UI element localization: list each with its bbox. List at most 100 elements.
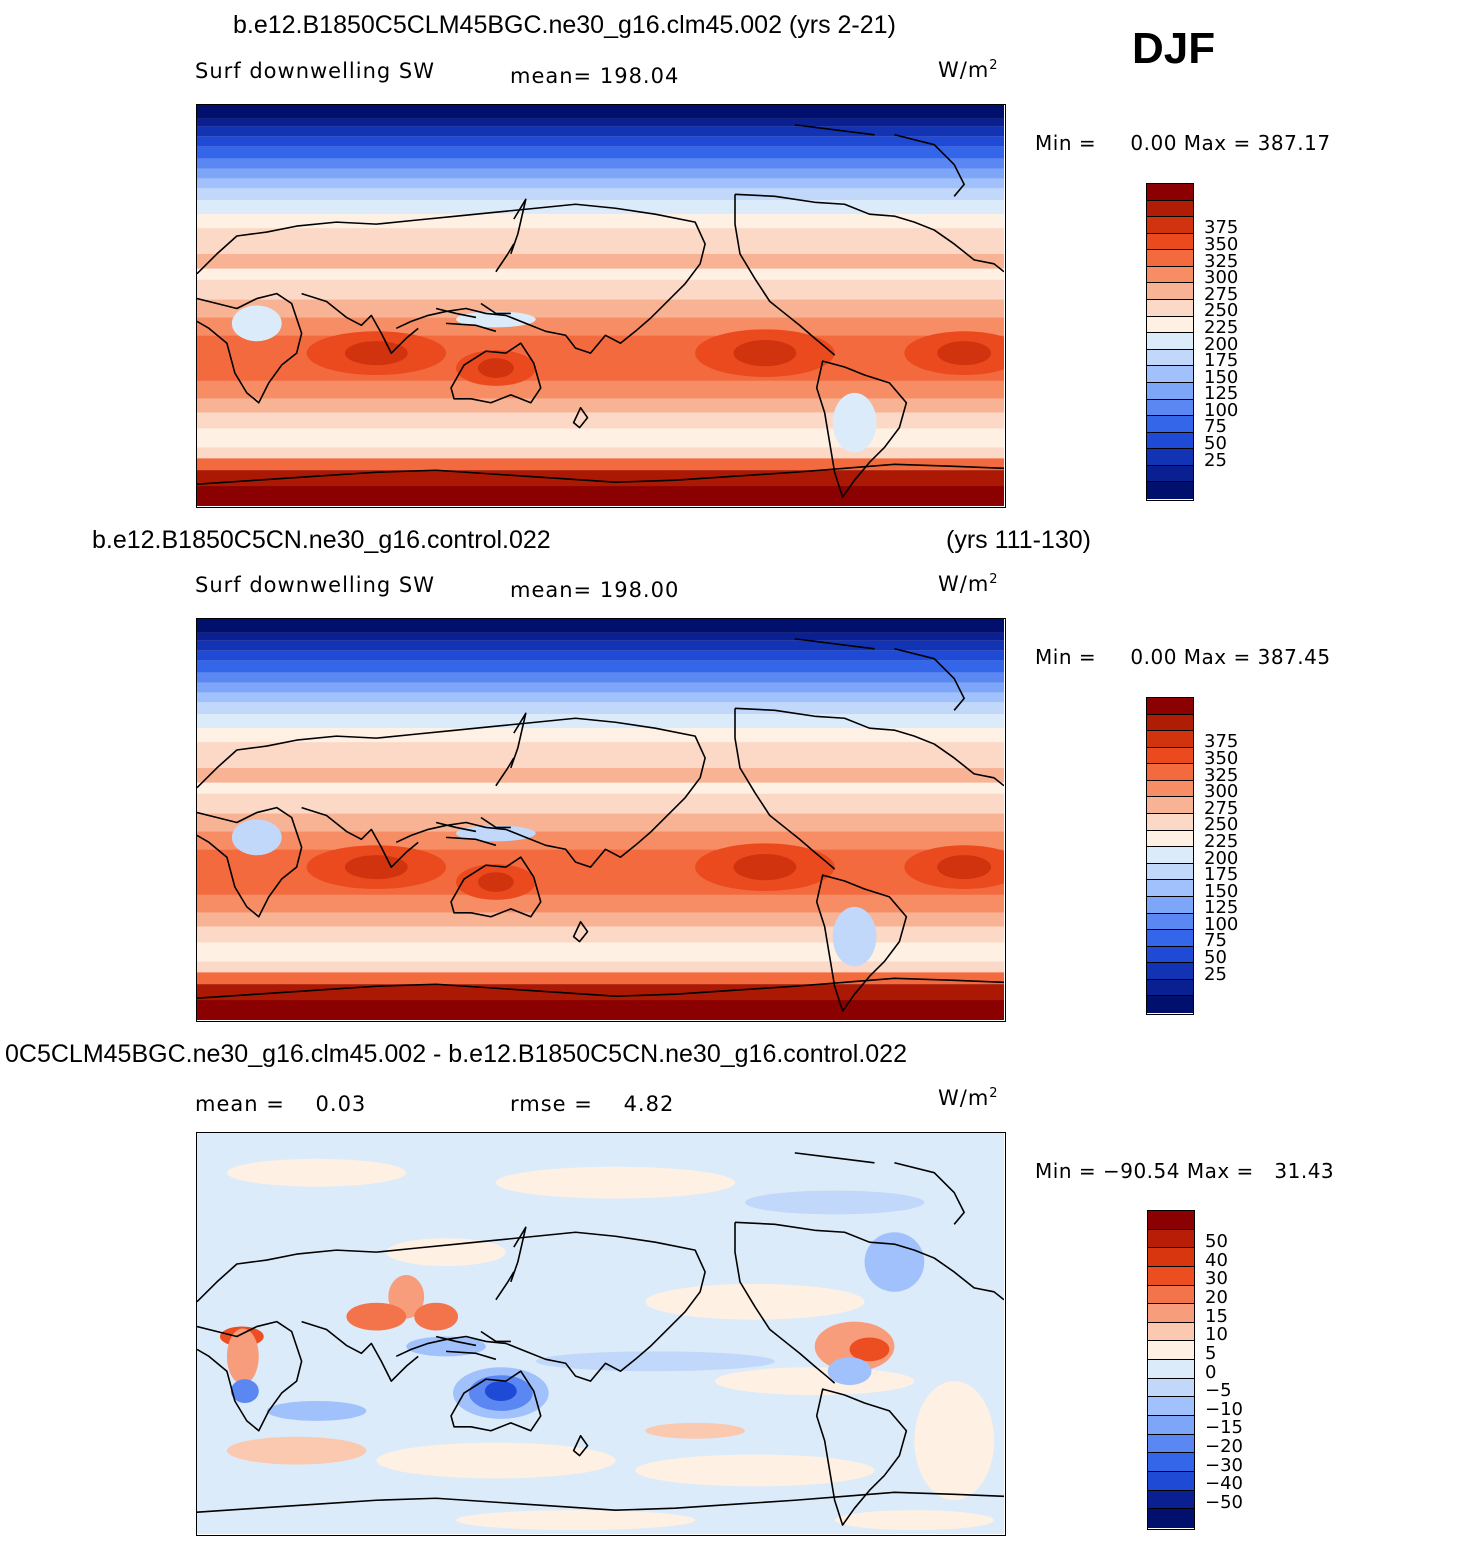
field-band <box>197 767 1004 783</box>
panel-control-years: (yrs 111-130) <box>946 526 1091 554</box>
coastline <box>197 463 1004 485</box>
field-band <box>197 682 1004 693</box>
field-maximum-core <box>937 855 992 880</box>
coastline <box>197 292 303 404</box>
panel-test-mean: mean= 198.04 <box>510 64 680 88</box>
field-minimum <box>231 819 282 856</box>
colorbar-swatch <box>1147 780 1193 798</box>
colorbar-label: 250 <box>1204 300 1239 322</box>
colorbar-swatch <box>1148 1360 1194 1379</box>
field-band <box>197 831 1004 850</box>
field-band <box>197 178 1004 189</box>
colorbar-label: −30 <box>1205 1454 1243 1476</box>
field-band <box>197 972 1004 985</box>
colorbar-label: 75 <box>1204 416 1227 438</box>
coastline <box>450 1370 542 1432</box>
field-band <box>197 458 1004 471</box>
field-maximum-core <box>344 855 408 880</box>
field-anomaly <box>744 1190 925 1215</box>
field-band <box>197 105 1004 119</box>
colorbar-swatch <box>1147 896 1193 914</box>
field-band <box>197 650 1004 661</box>
coastline <box>197 977 1004 999</box>
colorbar-swatch <box>1148 1211 1194 1230</box>
colorbar-swatch <box>1147 250 1193 267</box>
panel-control-colorbar <box>1146 697 1194 1015</box>
panel-test-units: W/m2 <box>938 58 999 82</box>
colorbar-swatch <box>1147 946 1193 964</box>
field-anomaly <box>849 1337 890 1362</box>
panel-diff-title: 0C5CLM45BGC.ne30_g16.clm45.002 - b.e12.B… <box>5 1040 907 1068</box>
colorbar-swatch <box>1147 996 1193 1013</box>
field-band <box>197 961 1004 973</box>
colorbar-label: −10 <box>1205 1398 1243 1420</box>
field-anomaly <box>376 1442 616 1479</box>
colorbar-swatch <box>1148 1229 1194 1249</box>
coastline <box>435 302 511 333</box>
colorbar-label: 250 <box>1204 814 1239 836</box>
coastline <box>197 806 303 918</box>
field-anomaly <box>914 1381 995 1501</box>
colorbar-label: 325 <box>1204 250 1239 272</box>
colorbar-label: 0 <box>1205 1361 1217 1383</box>
colorbar-label: 125 <box>1204 897 1239 919</box>
colorbar-swatch <box>1147 913 1193 931</box>
colorbar-swatch <box>1147 465 1193 483</box>
panel-control-units: W/m2 <box>938 572 999 596</box>
colorbar-label: 275 <box>1204 797 1239 819</box>
panel-test-minmax: Min = 0.00 Max = 387.17 <box>1035 131 1331 155</box>
colorbar-swatch <box>1147 979 1193 997</box>
panel-control-mean: mean= 198.00 <box>510 578 680 602</box>
colorbar-swatch <box>1148 1248 1194 1267</box>
coastline <box>734 1221 1004 1384</box>
colorbar-label: 350 <box>1204 234 1239 256</box>
colorbar-label: 150 <box>1204 366 1239 388</box>
coastline <box>197 203 706 354</box>
colorbar-swatch <box>1147 316 1193 334</box>
coastline <box>815 360 908 498</box>
panel-test-title: b.e12.B1850C5CLM45BGC.ne30_g16.clm45.002… <box>233 11 896 39</box>
colorbar-swatch <box>1148 1304 1194 1323</box>
field-band <box>197 692 1004 703</box>
field-band <box>197 299 1004 318</box>
colorbar-swatch <box>1148 1341 1194 1361</box>
field-band <box>197 188 1004 201</box>
coastline <box>197 1320 303 1432</box>
field-minimum <box>456 311 536 328</box>
field-band <box>197 126 1004 137</box>
colorbar-swatch <box>1147 814 1193 831</box>
field-anomaly <box>495 1166 735 1199</box>
colorbar-swatch <box>1148 1416 1194 1435</box>
field-anomaly <box>226 1158 407 1187</box>
colorbar-label: −20 <box>1205 1436 1243 1458</box>
field-anomaly <box>414 1302 459 1331</box>
colorbar-swatch <box>1147 963 1193 980</box>
colorbar-swatch <box>1147 382 1193 400</box>
colorbar-label: 300 <box>1204 781 1239 803</box>
field-anomaly <box>484 1381 517 1401</box>
field-band <box>197 619 1004 633</box>
colorbar-swatch <box>1147 200 1193 218</box>
panel-control-variable: Surf downwelling SW <box>195 573 436 597</box>
field-anomaly <box>266 1400 367 1421</box>
panel-diff-map <box>196 1132 1006 1536</box>
coastline <box>495 712 527 787</box>
field-anomaly <box>226 1328 259 1385</box>
colorbar-label: 5 <box>1205 1342 1217 1364</box>
colorbar-swatch <box>1148 1453 1194 1472</box>
coastline <box>450 342 542 404</box>
colorbar-label: 25 <box>1204 963 1227 985</box>
colorbar-swatch <box>1147 399 1193 417</box>
colorbar-swatch <box>1147 233 1193 251</box>
field-maximum-core <box>733 340 797 367</box>
colorbar-swatch <box>1147 830 1193 848</box>
field-band <box>197 428 1004 448</box>
colorbar-swatch <box>1147 764 1193 781</box>
field-band <box>197 672 1004 683</box>
panel-control-minmax: Min = 0.00 Max = 387.45 <box>1035 645 1331 669</box>
field-band <box>197 158 1004 169</box>
field-maximum-core <box>477 872 514 892</box>
field-anomaly <box>535 1351 775 1372</box>
field-minimum <box>231 305 282 342</box>
coastline <box>301 292 419 354</box>
